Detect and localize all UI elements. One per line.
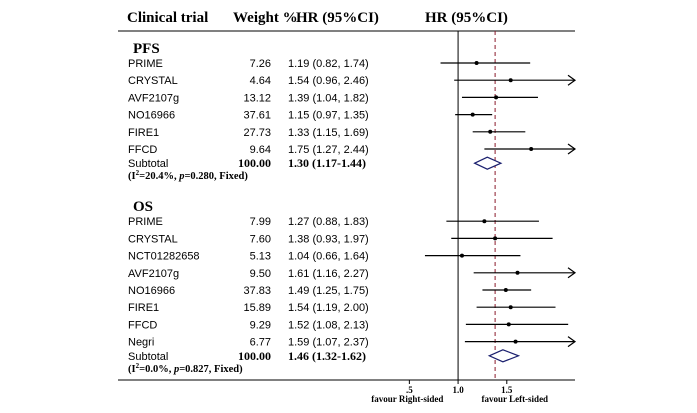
study-os-6-name: FFCD <box>128 319 157 331</box>
study-os-2-point <box>459 253 464 258</box>
favour-label-2: favour Left-sided <box>481 394 548 404</box>
study-os-6-ci: 1.52 (1.08, 2.13) <box>288 319 369 331</box>
study-os-3-point <box>515 270 520 275</box>
header-hr-plot: HR (95%CI) <box>425 10 508 26</box>
study-pfs-5-point <box>529 147 534 151</box>
heterogeneity-os: (I2=0.0%, p=0.827, Fixed) <box>128 362 243 375</box>
study-pfs-2-ci: 1.39 (1.04, 1.82) <box>288 92 369 104</box>
subtotal-pfs-diamond <box>473 156 503 170</box>
study-os-0-name: PRIME <box>128 216 163 228</box>
header-weight: Weight % <box>233 10 298 26</box>
study-os-7-ci: 1.59 (1.07, 2.37) <box>288 337 369 349</box>
study-pfs-4-name: FIRE1 <box>128 127 159 139</box>
study-os-1-name: CRYSTAL <box>128 233 178 245</box>
study-os-4-name: NO16966 <box>128 285 175 297</box>
study-pfs-2-name: AVF2107g <box>128 92 179 104</box>
study-pfs-1-ci: 1.54 (0.96, 2.46) <box>288 75 369 87</box>
study-os-7-name: Negri <box>128 337 154 349</box>
study-pfs-1-weight: 4.64 <box>250 75 271 87</box>
section-title-pfs: PFS <box>133 41 160 57</box>
study-os-4-ci: 1.49 (1.25, 1.75) <box>288 285 369 297</box>
study-pfs-2-point <box>494 95 499 100</box>
study-pfs-5-ci: 1.75 (1.27, 2.44) <box>288 144 369 156</box>
x-tick-label-2: 1.5 <box>501 385 513 395</box>
study-os-3-ci-arrow <box>567 267 577 279</box>
study-os-5-point <box>508 305 513 310</box>
study-pfs-3-ci: 1.15 (0.97, 1.35) <box>288 110 369 122</box>
study-os-6-weight: 9.29 <box>250 319 271 331</box>
study-pfs-5-name: FFCD <box>128 144 157 156</box>
study-pfs-4-point <box>488 129 493 134</box>
study-pfs-3-weight: 37.61 <box>243 110 271 122</box>
study-os-3-ci: 1.61 (1.16, 2.27) <box>288 268 369 280</box>
study-os-5-weight: 15.89 <box>243 302 271 314</box>
study-pfs-2-weight: 13.12 <box>243 92 271 104</box>
study-os-2-weight: 5.13 <box>250 251 271 263</box>
study-pfs-0-ci: 1.19 (0.82, 1.74) <box>288 58 369 70</box>
study-os-1-point <box>493 236 498 241</box>
favour-label-0: favour Right-sided <box>371 394 443 404</box>
study-os-0-weight: 7.99 <box>250 216 271 228</box>
study-os-3-weight: 9.50 <box>250 268 271 280</box>
study-os-4-point <box>503 288 508 292</box>
study-pfs-1-point <box>508 78 513 83</box>
subtotal-os-weight: 100.00 <box>238 349 271 363</box>
study-os-6-point <box>506 322 511 327</box>
subtotal-os-diamond <box>487 349 521 363</box>
study-os-3-name: AVF2107g <box>128 268 179 280</box>
subtotal-pfs-weight: 100.00 <box>238 156 271 170</box>
study-pfs-4-weight: 27.73 <box>243 127 271 139</box>
study-os-5-name: FIRE1 <box>128 302 159 314</box>
subtotal-pfs-ci: 1.30 (1.17-1.44) <box>288 156 366 170</box>
header-trial: Clinical trial <box>127 10 208 26</box>
study-os-7-weight: 6.77 <box>250 337 271 349</box>
study-pfs-4-ci: 1.33 (1.15, 1.69) <box>288 127 369 139</box>
study-pfs-1-ci-arrow <box>567 74 577 86</box>
subtotal-os-ci: 1.46 (1.32-1.62) <box>288 349 366 363</box>
subtotal-pfs-label: Subtotal <box>128 158 168 170</box>
study-os-2-name: NCT01282658 <box>128 251 200 263</box>
study-os-7-ci-arrow <box>567 336 577 348</box>
study-os-1-weight: 7.60 <box>250 233 271 245</box>
study-os-4-weight: 37.83 <box>243 285 271 297</box>
study-pfs-3-point <box>470 112 475 117</box>
study-pfs-0-name: PRIME <box>128 58 163 70</box>
study-os-0-point <box>482 219 487 224</box>
study-os-2-ci: 1.04 (0.66, 1.64) <box>288 251 369 263</box>
study-pfs-0-point <box>474 61 479 65</box>
study-pfs-0-weight: 7.26 <box>250 58 271 70</box>
study-pfs-3-name: NO16966 <box>128 110 175 122</box>
section-title-os: OS <box>133 199 153 215</box>
study-os-7-point <box>513 339 518 344</box>
header-hr-text: HR (95%CI) <box>296 10 379 26</box>
x-tick-label-1: 1.0 <box>452 385 464 395</box>
x-tick-label-0: .5 <box>406 385 413 395</box>
study-pfs-5-weight: 9.64 <box>250 144 271 156</box>
study-os-5-ci: 1.54 (1.19, 2.00) <box>288 302 369 314</box>
study-os-0-ci: 1.27 (0.88, 1.83) <box>288 216 369 228</box>
study-pfs-1-name: CRYSTAL <box>128 75 178 87</box>
study-pfs-5-ci-arrow <box>567 143 577 155</box>
study-os-1-ci: 1.38 (0.93, 1.97) <box>288 233 369 245</box>
heterogeneity-pfs: (I2=20.4%, p=0.280, Fixed) <box>128 169 248 182</box>
subtotal-os-label: Subtotal <box>128 351 168 363</box>
